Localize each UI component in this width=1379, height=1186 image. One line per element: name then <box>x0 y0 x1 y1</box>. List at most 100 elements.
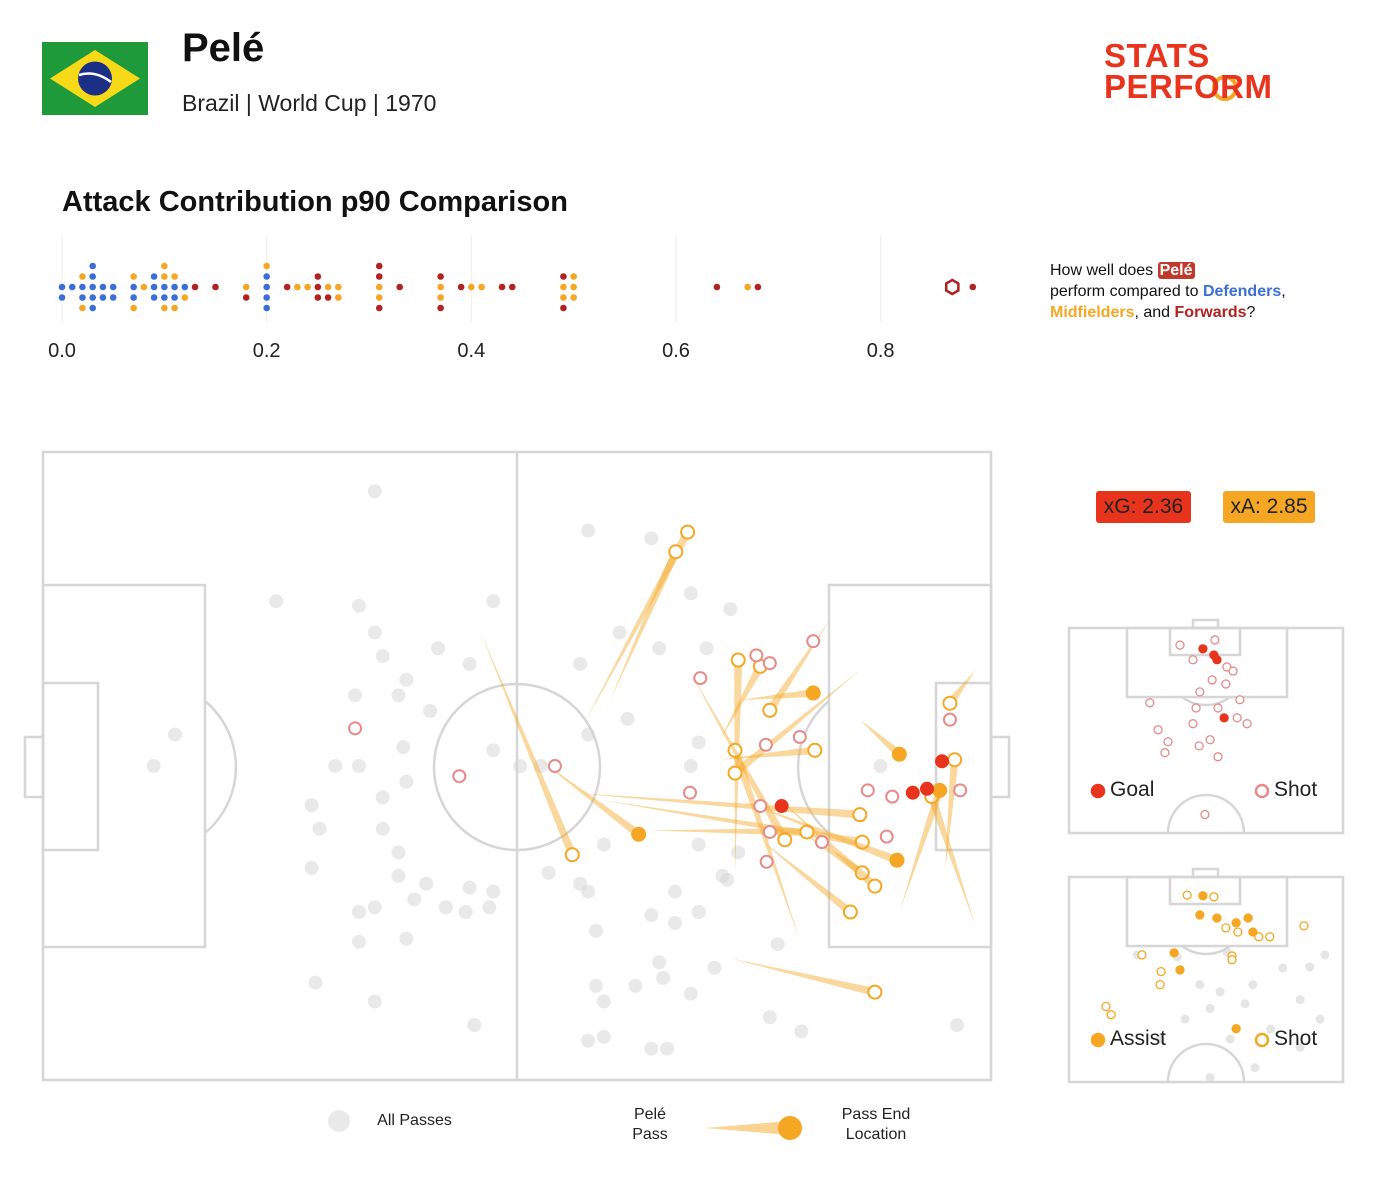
dot <box>79 283 86 291</box>
shot-point <box>1219 713 1229 723</box>
shot-point <box>1213 703 1223 713</box>
pass-point <box>581 1033 596 1048</box>
dot <box>324 283 332 291</box>
shot-point <box>860 783 875 798</box>
pass-point <box>423 704 438 719</box>
pass-point <box>1195 980 1205 990</box>
pass-end <box>807 742 823 758</box>
pass-point <box>486 884 501 899</box>
shot-point <box>1213 752 1223 762</box>
pass-point <box>367 625 382 640</box>
dot <box>130 283 137 291</box>
pass-point <box>596 1029 611 1044</box>
pass-point <box>304 798 319 813</box>
pass-point <box>399 931 414 946</box>
pass-point <box>1155 1034 1165 1044</box>
dot <box>375 262 383 270</box>
pass-point <box>873 759 888 773</box>
pitch-lines <box>1067 618 1345 835</box>
pass-point <box>367 994 382 1009</box>
shot-point <box>1169 948 1179 958</box>
pass-point <box>1248 980 1258 990</box>
dot <box>969 283 977 291</box>
pass-point <box>1205 1073 1215 1083</box>
legend-label: Pelé Pass <box>632 1106 668 1143</box>
pitch-line <box>827 583 993 949</box>
shot-point <box>753 799 768 814</box>
pass-point <box>462 880 477 895</box>
dot <box>570 283 577 291</box>
shot-point <box>1200 809 1210 820</box>
dot <box>99 294 107 301</box>
pass-point <box>167 727 182 742</box>
pass-point <box>1295 1042 1305 1052</box>
pass-end <box>680 524 696 540</box>
pass-point <box>304 861 319 876</box>
dot <box>754 283 762 291</box>
pass-point <box>691 735 706 750</box>
pass-line <box>780 799 878 890</box>
dot <box>68 283 76 291</box>
shot-point <box>1198 644 1208 654</box>
dot <box>375 273 383 280</box>
shot-point <box>1207 675 1217 685</box>
dot <box>161 262 168 270</box>
dot <box>150 294 158 301</box>
legend-symbol <box>705 1121 790 1135</box>
pass-point <box>1215 987 1225 997</box>
pass-end <box>867 878 883 894</box>
dot <box>478 283 485 291</box>
pass-point <box>628 978 643 993</box>
pass-point <box>328 759 343 773</box>
dot <box>324 294 332 301</box>
dot <box>171 273 178 280</box>
pass-point <box>683 586 698 601</box>
dot <box>99 283 107 291</box>
pitch-line <box>1191 618 1220 630</box>
pass-point <box>396 740 411 755</box>
shot-point <box>1160 748 1170 758</box>
pass-point <box>581 523 596 538</box>
dot <box>263 283 270 291</box>
pass-point <box>458 905 473 920</box>
shot-point <box>1191 703 1201 713</box>
dot <box>294 283 301 291</box>
dot <box>89 294 96 301</box>
pass-line <box>859 719 902 758</box>
shot-point <box>885 789 900 804</box>
pass-point <box>723 602 738 616</box>
pass-line <box>720 746 816 760</box>
pass-end <box>867 984 883 1000</box>
pass-line <box>690 671 789 842</box>
dot <box>314 273 322 280</box>
pass-end <box>805 685 821 701</box>
pass-end <box>889 852 905 868</box>
shot-point <box>1188 655 1198 665</box>
shot-point <box>1137 950 1147 960</box>
pass-point <box>467 1018 482 1033</box>
pass-point <box>581 727 596 742</box>
pitch-line <box>1168 875 1242 906</box>
shot-point <box>1198 891 1208 901</box>
pass-point <box>391 688 406 703</box>
pitch-line <box>1166 793 1246 834</box>
x-tick-label: 0.6 <box>662 340 690 362</box>
pass-point <box>668 916 682 930</box>
dot <box>191 283 199 291</box>
pass-line <box>730 958 876 996</box>
xa-badge: xA: 2.85 <box>1223 491 1315 523</box>
pass-point <box>269 594 284 609</box>
pass-point <box>1305 962 1315 972</box>
dot <box>171 304 178 312</box>
pass-point <box>596 837 611 852</box>
shot-point <box>905 785 920 800</box>
dot <box>314 283 322 291</box>
shot-point <box>1209 892 1219 902</box>
shot-point <box>1188 719 1198 729</box>
pass-point <box>656 970 671 985</box>
pass-point <box>352 759 366 773</box>
shot-point <box>1145 698 1155 708</box>
pitch-line <box>204 700 238 834</box>
shot-point <box>1231 918 1241 928</box>
